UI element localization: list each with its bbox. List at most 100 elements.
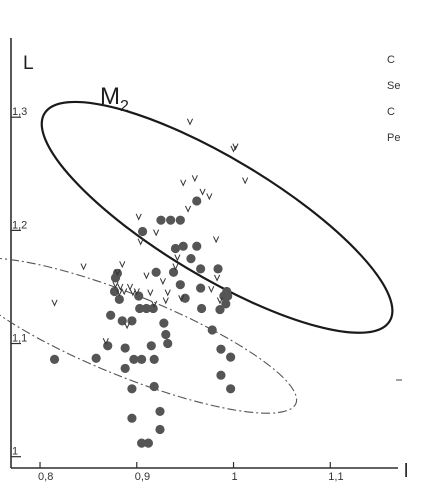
v-point-13: [135, 213, 142, 221]
circle-point-25: [149, 381, 159, 392]
v-point-21: [164, 289, 171, 297]
circle-point-49: [216, 344, 226, 354]
y-tick-label-3: 1,3: [12, 106, 27, 118]
x-tick-label-2: 1: [232, 471, 238, 483]
circle-point-18: [137, 438, 147, 448]
legend-entry-4: Pe: [387, 132, 400, 144]
circle-point-7: [114, 294, 124, 304]
circle-point-1: [91, 353, 101, 363]
solid-ellipse: [40, 100, 394, 334]
circle-point-19: [137, 226, 148, 237]
v-point-5: [116, 289, 123, 297]
v-point-22: [172, 263, 179, 271]
x-axis-title: l: [404, 461, 408, 482]
axis-ticks: 0,8 0,9 1 1,1 1 1,1 1,2 1,3: [11, 106, 344, 483]
circle-point-56: [223, 291, 233, 301]
legend-entry-3: C: [387, 106, 395, 118]
circle-point-28: [155, 424, 165, 435]
v-point-12: [133, 288, 140, 296]
v-point-33: [216, 297, 224, 305]
circle-point-40: [186, 254, 196, 264]
circle-point-33: [163, 338, 173, 349]
v-point-18: [153, 229, 160, 237]
circle-point-34: [168, 267, 179, 277]
circle-point-52: [221, 299, 231, 309]
v-point-11: [129, 289, 136, 297]
v-point-37: [186, 118, 194, 126]
v-point-26: [184, 205, 192, 213]
v-point-6: [117, 283, 124, 291]
circle-point-36: [175, 215, 185, 225]
circle-point-22: [146, 341, 156, 351]
circle-point-38: [178, 241, 188, 251]
circle-point-43: [196, 264, 206, 274]
v-point-36: [242, 177, 249, 185]
v-point-31: [213, 236, 220, 244]
circle-point-12: [129, 354, 139, 364]
circle-point-42: [192, 241, 202, 251]
v-point-17: [151, 300, 158, 308]
circle-point-21: [143, 438, 153, 448]
y-tick-label-1: 1,1: [12, 333, 27, 345]
circle-point-45: [196, 303, 207, 314]
circle-point-50: [216, 370, 226, 380]
circle-point-24: [149, 354, 159, 364]
v-point-27: [191, 175, 198, 183]
circle-point-30: [159, 318, 169, 328]
circle-point-31: [161, 329, 171, 340]
circle-point-39: [180, 293, 190, 303]
chart-title-subscript: 2: [120, 98, 129, 115]
circle-point-27: [155, 406, 165, 417]
circle-point-2: [103, 341, 113, 351]
v-point-4: [114, 269, 121, 277]
axes: [10, 38, 398, 469]
v-point-28: [199, 188, 206, 196]
circle-point-32: [166, 215, 176, 225]
v-point-15: [143, 272, 150, 280]
circle-point-54: [226, 384, 236, 394]
circle-point-13: [127, 384, 137, 394]
circle-point-14: [127, 413, 137, 423]
chart-title: M2: [100, 83, 129, 115]
chart-title-main: M: [100, 83, 120, 110]
circle-point-17: [137, 354, 147, 364]
v-point-10: [126, 283, 134, 291]
v-point-32: [214, 274, 221, 282]
data-points: [49, 118, 249, 448]
circle-point-26: [151, 267, 161, 277]
v-point-8: [121, 288, 128, 296]
v-point-16: [147, 289, 154, 297]
circle-point-15: [134, 291, 144, 301]
circle-point-4: [109, 286, 120, 297]
circle-point-6: [112, 268, 123, 278]
x-tick-label-1: 0,9: [135, 471, 150, 483]
ellipses: [0, 100, 394, 414]
v-point-1: [80, 263, 87, 271]
dash-dot-ellipse: [0, 257, 298, 414]
v-point-23: [174, 254, 181, 262]
circle-point-16: [135, 303, 145, 314]
v-point-19: [159, 278, 166, 286]
v-point-7: [119, 261, 126, 269]
circle-point-3: [106, 310, 116, 320]
circle-point-23: [148, 303, 158, 314]
circle-point-46: [207, 325, 217, 335]
v-point-25: [180, 179, 187, 187]
y-tick-label-0: 1: [12, 446, 18, 458]
v-point-35: [232, 143, 239, 151]
v-point-9: [124, 322, 131, 330]
circle-point-48: [215, 304, 225, 315]
v-point-3: [112, 281, 119, 289]
legend-entry-1: C: [387, 54, 395, 66]
circle-point-44: [196, 283, 206, 293]
x-tick-label-0: 0,8: [38, 471, 53, 483]
circle-point-53: [226, 352, 236, 362]
v-point-14: [137, 238, 144, 246]
y-tick-label-2: 1,2: [12, 219, 27, 231]
v-point-0: [51, 299, 58, 307]
circle-point-29: [156, 215, 166, 225]
v-point-2: [102, 338, 109, 346]
v-point-29: [206, 193, 213, 201]
circle-point-41: [192, 196, 202, 206]
